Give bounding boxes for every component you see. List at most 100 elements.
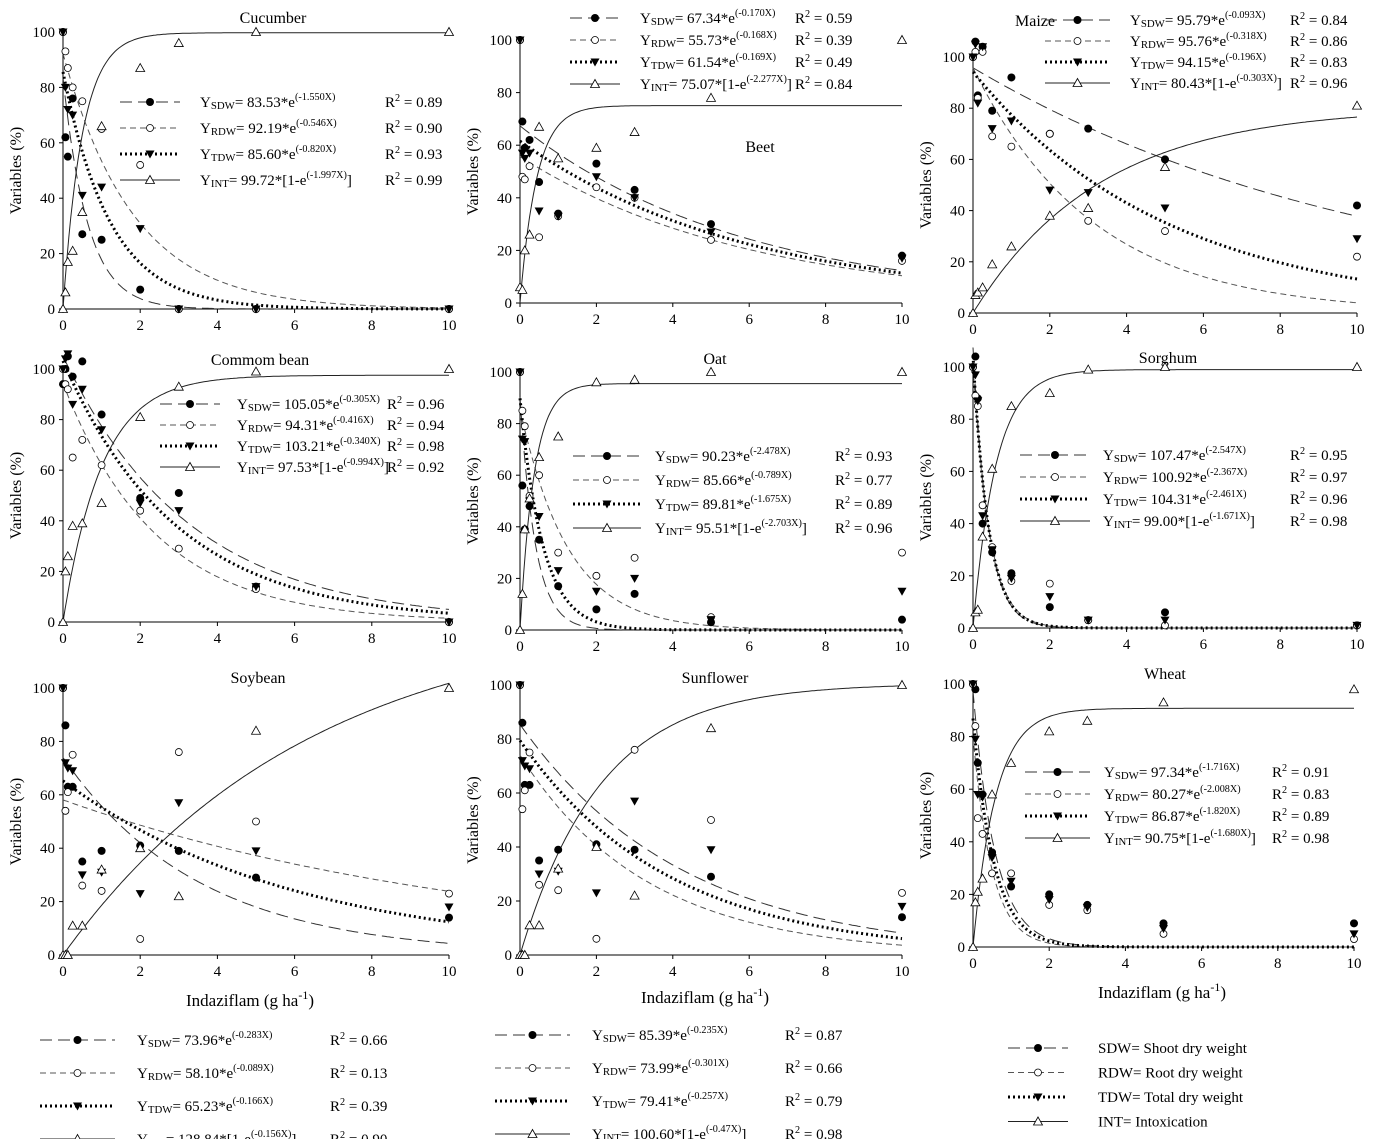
int-point xyxy=(1083,364,1094,374)
bottom-legend-eq-tdw: YTDW= 65.23*e(-0.166X) xyxy=(137,1096,273,1116)
sdw-point xyxy=(525,780,534,789)
rdw-point xyxy=(78,97,87,106)
int-point xyxy=(591,142,602,152)
eq-sub: SDW xyxy=(1141,18,1166,30)
sdw-point xyxy=(554,582,563,591)
x-tick-label: 2 xyxy=(593,964,601,980)
rdw-point xyxy=(1053,790,1062,798)
r2-r: R xyxy=(1272,809,1282,825)
y-tick-label: 0 xyxy=(958,940,966,956)
eq-sub: TDW xyxy=(651,60,676,72)
int-point xyxy=(896,34,908,44)
legend-swatch-sdw xyxy=(573,452,641,460)
r2-sup: 2 xyxy=(1300,32,1305,43)
eq-exp: (-0.093X) xyxy=(1225,10,1265,21)
xl-close: ) xyxy=(763,988,769,1007)
r2-val: = 0.89 xyxy=(1287,809,1329,825)
y-tick-label: 60 xyxy=(40,788,55,804)
legend-swatch-rdw xyxy=(40,1069,115,1077)
tdw-point xyxy=(135,225,145,234)
y-tick-label: 80 xyxy=(497,732,512,748)
sdw-point xyxy=(525,502,534,511)
rdw-point xyxy=(68,83,77,92)
r2-label: R2 = 0.90 xyxy=(330,1130,387,1139)
r2-label: R2 = 0.96 xyxy=(1290,490,1348,508)
r2-r: R xyxy=(387,397,397,413)
r2-r: R xyxy=(1290,13,1300,29)
y-tick-label: 20 xyxy=(950,887,965,903)
x-tick-label: 0 xyxy=(969,956,977,972)
tdw-point xyxy=(1160,616,1170,625)
tdw-point xyxy=(444,903,454,912)
fit-curve-tdw xyxy=(971,355,1357,630)
eq-text: = 99.00*[1-e xyxy=(1132,514,1210,530)
fit-curve-tdw xyxy=(62,779,450,924)
fit-curve-int xyxy=(972,116,1358,314)
y-tick-label: 80 xyxy=(950,730,965,746)
eq-text: = 94.31*e xyxy=(273,418,333,434)
tdw-point xyxy=(77,191,87,200)
sdw-point xyxy=(1053,768,1062,776)
tdw-point xyxy=(1082,904,1092,913)
r2-sup: 2 xyxy=(340,1130,345,1139)
eq-text: = 61.54*e xyxy=(675,55,735,71)
eq-text: = 90.75*[1-e xyxy=(1133,831,1211,847)
x-axis-label: Indaziflam (g ha-1) xyxy=(186,988,314,1010)
int-point xyxy=(1083,202,1094,212)
bottom-legend-eq-rdw: YRDW= 73.99*e(-0.301X) xyxy=(592,1058,729,1078)
x-tick-label: 6 xyxy=(1198,956,1206,972)
r2-sup: 2 xyxy=(397,416,402,427)
x-tick-label: 0 xyxy=(516,639,524,655)
int-point xyxy=(184,461,196,471)
r2-r: R xyxy=(387,418,397,434)
legend-swatch-rdw xyxy=(570,36,620,44)
r2-sup: 2 xyxy=(340,1031,345,1042)
fit-curve-int xyxy=(972,707,1354,948)
x-tick-label: 0 xyxy=(59,318,67,334)
eq-y: Y xyxy=(1103,492,1114,508)
sdw-point xyxy=(1045,603,1054,612)
x-tick-label: 2 xyxy=(1045,956,1053,972)
x-tick-label: 10 xyxy=(442,964,457,980)
tdw-point xyxy=(1352,235,1362,244)
eq-sub: TDW xyxy=(248,444,273,456)
int-point xyxy=(533,451,545,462)
x-tick-label: 2 xyxy=(136,964,144,980)
y-tick-label: 20 xyxy=(950,255,965,271)
tdw-point xyxy=(1073,58,1082,67)
bottom-legend-eq-sdw: YSDW= 85.39*e(-0.235X) xyxy=(592,1025,727,1045)
eq-y: Y xyxy=(137,1099,148,1115)
tdw-point xyxy=(630,797,640,806)
eq-exp: (-0.416X) xyxy=(333,415,373,426)
y-tick-label: 0 xyxy=(48,948,56,964)
sdw-point xyxy=(525,135,534,144)
tdw-point xyxy=(517,757,527,766)
r2-r: R xyxy=(835,521,845,537)
eq-exp: (-0.318X) xyxy=(1226,31,1266,42)
tdw-point xyxy=(60,83,70,92)
sdw-point xyxy=(592,605,601,614)
r2-label: R2 = 0.95 xyxy=(1290,446,1347,464)
xl-main: Indaziflam (g ha xyxy=(1098,983,1211,1002)
eq-text: = 95.51*[1-e xyxy=(684,521,762,537)
int-point xyxy=(967,622,979,632)
global-legend-tdw: TDW= Total dry weight xyxy=(1098,1090,1244,1106)
int-point xyxy=(77,206,88,216)
chart-title: Maize xyxy=(1015,13,1055,30)
legend-swatch-sdw xyxy=(120,98,180,106)
eq-y: Y xyxy=(237,397,248,413)
tdw-point xyxy=(68,767,78,776)
eq-text: = 73.99*e xyxy=(628,1061,688,1077)
bottom-legend-eq-rdw: YRDW= 58.10*e(-0.089X) xyxy=(137,1063,274,1083)
tdw-point xyxy=(97,426,107,435)
int-point xyxy=(519,245,530,255)
r2-val: = 0.66 xyxy=(800,1061,843,1077)
eq-exp: (-0.283X) xyxy=(232,1030,272,1041)
eq-y: Y xyxy=(1104,831,1115,847)
r2-label: R2 = 0.13 xyxy=(330,1064,387,1082)
tdw-point xyxy=(630,574,640,583)
legend-swatch-tdw xyxy=(495,1097,570,1106)
r2-sup: 2 xyxy=(845,447,850,458)
